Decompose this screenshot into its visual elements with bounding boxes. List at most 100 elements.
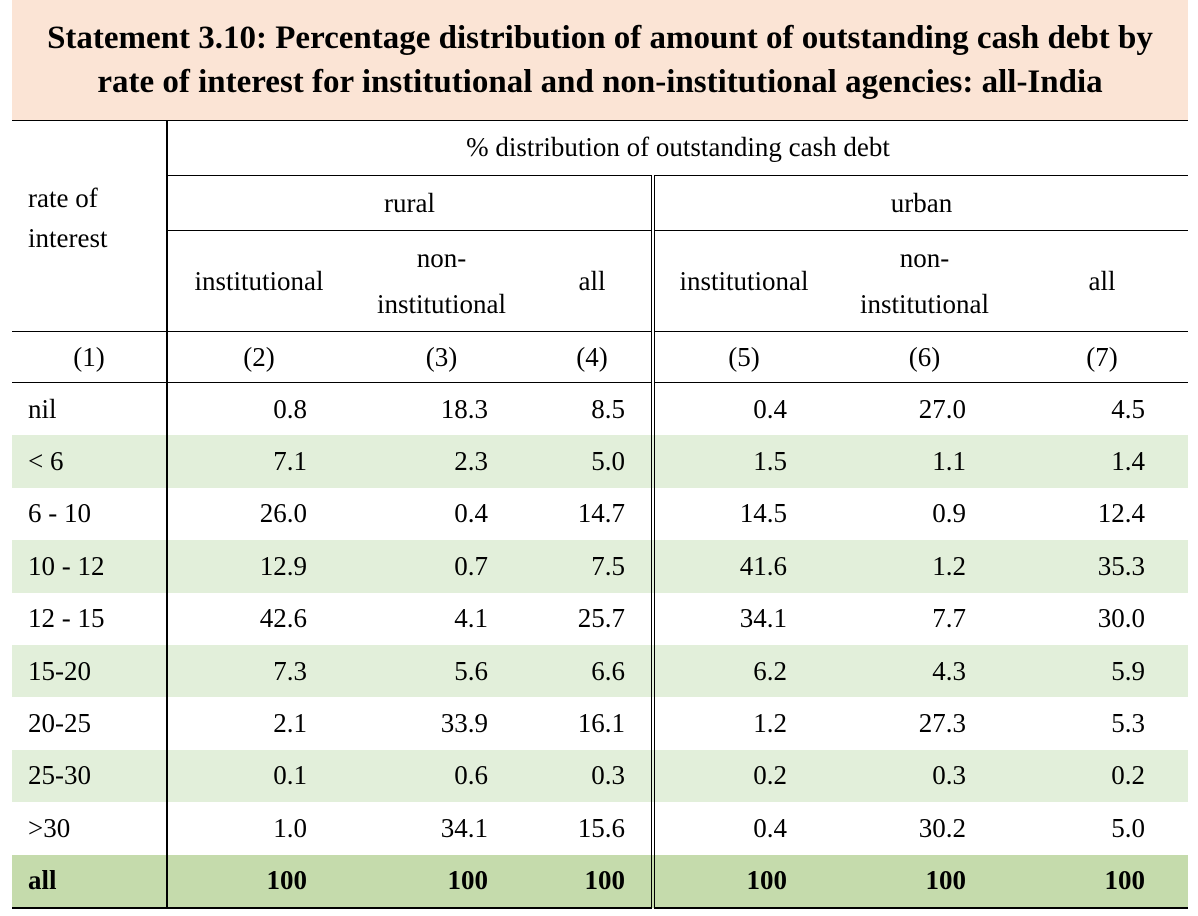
table-cell: 14.7 [577,498,625,529]
group-header: % distribution of outstanding cash debt [165,120,1189,176]
row-label: >30 [28,812,71,843]
col-number-3: (3) [350,331,533,383]
statement-title-line-1: Statement 3.10: Percentage distribution … [47,20,1153,56]
col-number-1: (1) [12,331,167,383]
table-row: 6 - 10 26.0 0.4 14.7 14.5 0.9 12.4 [12,487,1188,541]
total-cell: 100 [1016,854,1189,909]
table-cell: 0.3 [833,749,1016,803]
row-label: 15-20 [12,644,167,698]
row-label: 6 - 10 [28,498,91,529]
table-cell: 7.7 [932,603,966,634]
table-cell: 12.4 [1097,498,1146,529]
table-row: < 6 7.1 2.3 5.0 1.5 1.1 1.4 [12,435,1189,488]
total-cell: 100 [651,854,833,909]
table-cell: 33.9 [440,708,488,739]
urban-non-inst-line-2: institutional [859,289,989,319]
table-cell: 2.1 [166,697,350,750]
table-cell: 6.2 [651,644,833,698]
table-cell: 5.0 [533,435,653,488]
table-cell: 1.0 [166,802,350,855]
rural-header: rural [166,175,653,231]
total-cell: 100 [533,854,653,909]
table-row: nil 0.8 18.3 8.5 0.4 27.0 4.5 [12,382,1188,436]
table-cell: 35.3 [1016,540,1189,593]
urban-non-inst-line-1: non- [899,243,950,273]
table-cell: 8.5 [591,393,625,424]
urban-non-institutional-header: non- institutional [833,230,1016,332]
table-row: 15-20 7.3 5.6 6.6 6.2 4.3 5.9 [12,644,1189,698]
table-cell: 42.6 [166,592,350,645]
table-cell: 0.8 [166,382,350,436]
table-row: 12 - 15 42.6 4.1 25.7 34.1 7.7 30.0 [12,592,1188,645]
urban-all-header: all [1016,230,1189,332]
total-cell: 100 [833,854,1016,909]
table-row: 20-25 2.1 33.9 16.1 1.2 27.3 5.3 [12,697,1188,750]
table-cell: 0.6 [350,749,533,803]
col-number-7: (7) [1016,331,1189,383]
row-label: 10 - 12 [12,540,167,593]
rural-non-inst-line-2: institutional [376,289,506,319]
total-cell: 100 [166,854,350,909]
data-rows: nil 0.8 18.3 8.5 0.4 27.0 4.5 < 6 7.1 2.3 5.0 1.5 1.… [12,382,1189,855]
table-cell: 41.6 [651,540,833,593]
table-cell: 5.9 [1016,644,1189,698]
table-cell: 0.9 [932,498,966,529]
table-cell: 2.3 [350,435,533,488]
table-cell: 1.1 [833,435,1016,488]
col-number-4: (4) [533,331,653,383]
stub-header-line-1: rate of [28,183,98,213]
stub-header-line-2: interest [28,223,108,253]
col-number-5: (5) [651,331,833,383]
table-cell: 0.4 [651,382,833,436]
table-cell: 18.3 [440,393,488,424]
table-cell: 6.6 [533,644,653,698]
table-cell: 1.5 [651,435,833,488]
table-cell: 7.5 [533,540,653,593]
table-cell: 26.0 [166,487,350,541]
row-label: 25-30 [12,749,167,803]
col-number-2: (2) [166,331,350,383]
table-cell: 0.4 [454,498,488,529]
table-row: 10 - 12 12.9 0.7 7.5 41.6 1.2 35.3 [12,540,1189,593]
row-label: < 6 [12,435,167,488]
rural-non-institutional-header: non- institutional [350,230,533,332]
table-cell: 5.0 [1111,812,1146,843]
rural-all-header: all [533,230,653,332]
statement-title-box: Statement 3.10: Percentage distribution … [12,0,1188,121]
stub-header-rate-of-interest: rate of interest [12,120,167,332]
table-cell: 34.1 [651,592,833,645]
rural-institutional-header: institutional [166,230,350,332]
table-row: >30 1.0 34.1 15.6 0.4 30.2 5.0 [12,802,1188,855]
total-label: all [12,854,167,909]
table-cell: 34.1 [440,812,488,843]
table-cell: 5.6 [350,644,533,698]
urban-institutional-header: institutional [651,230,833,332]
table-cell: 0.2 [1016,749,1189,803]
row-label: 12 - 15 [28,603,105,634]
table-cell: 4.1 [454,603,488,634]
table-cell: 0.1 [166,749,350,803]
row-label: nil [28,393,57,424]
table-cell: 27.0 [918,393,966,424]
table-cell: 4.3 [833,644,1016,698]
rural-non-inst-line-1: non- [416,243,467,273]
table-cell: 7.1 [166,435,350,488]
table-cell: 0.2 [651,749,833,803]
table-cell: 25.7 [577,603,625,634]
table-cell: 15.6 [577,812,625,843]
table-cell: 12.9 [166,540,350,593]
table-cell: 5.3 [1111,708,1146,739]
table-cell: 1.4 [1016,435,1189,488]
total-cell: 100 [350,854,533,909]
table-cell: 14.5 [651,487,833,541]
table-cell: 27.3 [918,708,966,739]
column-number-row: (1) (2) (3) (4) (5) (6) (7) [12,331,1189,383]
col-number-6: (6) [833,331,1016,383]
statement-title-line-2: rate of interest for institutional and n… [97,64,1103,100]
urban-header: urban [650,175,1189,231]
debt-distribution-table-wrapper: rate of interest % distribution of outst… [12,120,1189,909]
row-label: 20-25 [28,708,91,739]
table-cell: 1.2 [833,540,1016,593]
table-cell: 7.3 [166,644,350,698]
debt-distribution-table: rate of interest % distribution of outst… [12,120,1189,909]
